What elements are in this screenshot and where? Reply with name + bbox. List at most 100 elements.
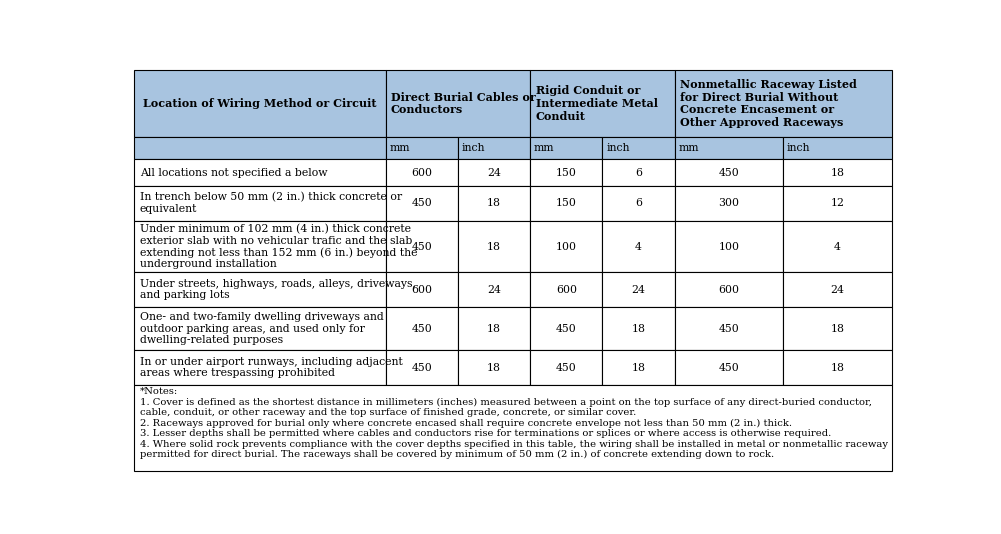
Bar xyxy=(603,272,675,307)
Text: mm: mm xyxy=(534,143,555,153)
Text: All locations not specified a below: All locations not specified a below xyxy=(140,168,327,178)
Bar xyxy=(457,350,531,385)
Text: 18: 18 xyxy=(831,324,845,334)
Bar xyxy=(531,70,675,137)
Text: 18: 18 xyxy=(487,324,500,334)
Text: 450: 450 xyxy=(719,324,740,334)
Text: One- and two-family dwelling driveways and
outdoor parking areas, and used only : One- and two-family dwelling driveways a… xyxy=(140,312,383,345)
Text: 6: 6 xyxy=(635,199,642,208)
Text: Location of Wiring Method or Circuit: Location of Wiring Method or Circuit xyxy=(143,98,376,109)
Bar xyxy=(134,350,385,385)
Text: In or under airport runways, including adjacent
areas where trespassing prohibit: In or under airport runways, including a… xyxy=(140,357,402,379)
Bar xyxy=(603,350,675,385)
Text: 450: 450 xyxy=(556,363,577,373)
Text: 12: 12 xyxy=(831,199,845,208)
Text: 18: 18 xyxy=(831,363,845,373)
Text: 450: 450 xyxy=(411,363,432,373)
Text: 18: 18 xyxy=(831,168,845,178)
Bar xyxy=(134,385,892,471)
Bar xyxy=(134,159,385,186)
Bar xyxy=(783,221,892,272)
Bar xyxy=(675,70,892,137)
Text: Under minimum of 102 mm (4 in.) thick concrete
exterior slab with no vehicular t: Under minimum of 102 mm (4 in.) thick co… xyxy=(140,224,417,270)
Bar xyxy=(783,350,892,385)
Bar xyxy=(783,272,892,307)
Text: In trench below 50 mm (2 in.) thick concrete or
equivalent: In trench below 50 mm (2 in.) thick conc… xyxy=(140,192,402,214)
Text: 24: 24 xyxy=(831,285,844,295)
Bar xyxy=(603,159,675,186)
Bar xyxy=(783,137,892,159)
Text: Under streets, highways, roads, alleys, driveways,
and parking lots: Under streets, highways, roads, alleys, … xyxy=(140,279,415,301)
Bar xyxy=(531,137,603,159)
Bar xyxy=(603,186,675,221)
Text: 24: 24 xyxy=(632,285,646,295)
Text: 18: 18 xyxy=(487,363,500,373)
Bar xyxy=(531,350,603,385)
Bar xyxy=(134,272,385,307)
Text: 300: 300 xyxy=(719,199,740,208)
Bar xyxy=(675,272,783,307)
Bar xyxy=(531,159,603,186)
Text: 450: 450 xyxy=(411,324,432,334)
Bar xyxy=(531,186,603,221)
Bar xyxy=(531,307,603,350)
Text: 150: 150 xyxy=(556,168,577,178)
Bar xyxy=(457,221,531,272)
Bar xyxy=(457,159,531,186)
Bar xyxy=(385,272,457,307)
Bar xyxy=(385,159,457,186)
Bar xyxy=(134,70,385,137)
Text: 18: 18 xyxy=(632,363,646,373)
Text: 600: 600 xyxy=(719,285,740,295)
Bar xyxy=(457,137,531,159)
Bar xyxy=(783,186,892,221)
Text: 450: 450 xyxy=(556,324,577,334)
Text: inch: inch xyxy=(461,143,485,153)
Bar xyxy=(675,307,783,350)
Text: 6: 6 xyxy=(635,168,642,178)
Text: inch: inch xyxy=(787,143,811,153)
Bar xyxy=(457,186,531,221)
Bar xyxy=(385,186,457,221)
Bar xyxy=(457,307,531,350)
Text: 600: 600 xyxy=(411,168,432,178)
Text: 4: 4 xyxy=(635,241,642,252)
Text: 450: 450 xyxy=(719,363,740,373)
Bar xyxy=(783,307,892,350)
Text: inch: inch xyxy=(607,143,630,153)
Text: 150: 150 xyxy=(556,199,577,208)
Text: 450: 450 xyxy=(719,168,740,178)
Bar xyxy=(675,350,783,385)
Text: mm: mm xyxy=(679,143,699,153)
Bar xyxy=(603,307,675,350)
Text: *Notes:
1. Cover is defined as the shortest distance in millimeters (inches) mea: *Notes: 1. Cover is defined as the short… xyxy=(140,387,888,459)
Text: Direct Burial Cables or
Conductors: Direct Burial Cables or Conductors xyxy=(391,92,536,115)
Text: 24: 24 xyxy=(487,168,500,178)
Bar xyxy=(675,186,783,221)
Bar xyxy=(603,137,675,159)
Text: 450: 450 xyxy=(411,241,432,252)
Text: mm: mm xyxy=(389,143,410,153)
Text: 600: 600 xyxy=(556,285,577,295)
Bar xyxy=(385,221,457,272)
Bar xyxy=(783,159,892,186)
Bar xyxy=(675,137,783,159)
Text: 24: 24 xyxy=(487,285,500,295)
Bar xyxy=(134,186,385,221)
Text: 100: 100 xyxy=(719,241,740,252)
Text: Nonmetallic Raceway Listed
for Direct Burial Without
Concrete Encasement or
Othe: Nonmetallic Raceway Listed for Direct Bu… xyxy=(680,79,857,128)
Bar xyxy=(134,137,385,159)
Text: 4: 4 xyxy=(834,241,841,252)
Bar xyxy=(457,272,531,307)
Text: 18: 18 xyxy=(632,324,646,334)
Bar xyxy=(385,137,457,159)
Bar xyxy=(385,350,457,385)
Text: Rigid Conduit or
Intermediate Metal
Conduit: Rigid Conduit or Intermediate Metal Cond… xyxy=(536,85,658,122)
Text: 100: 100 xyxy=(556,241,577,252)
Bar xyxy=(675,159,783,186)
Bar xyxy=(675,221,783,272)
Bar xyxy=(134,221,385,272)
Text: 600: 600 xyxy=(411,285,432,295)
Bar xyxy=(134,307,385,350)
Text: 18: 18 xyxy=(487,199,500,208)
